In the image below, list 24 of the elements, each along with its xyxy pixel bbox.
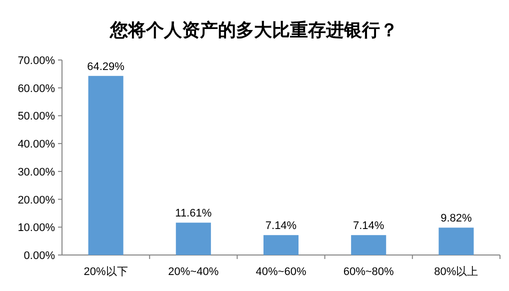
y-tick-label: 20.00% [18,194,56,206]
chart-title: 您将个人资产的多大比重存进银行？ [109,20,398,40]
bar [438,228,474,255]
y-tick-label: 70.00% [18,55,56,67]
data-label: 9.82% [440,212,472,225]
data-label: 11.61% [175,208,212,220]
y-tick-label: 50.00% [18,110,56,123]
x-tick-label: 20%以下 [84,265,128,278]
data-label: 7.14% [353,220,384,232]
y-tick-label: 60.00% [18,82,56,95]
y-tick-label: 0.00% [24,250,56,262]
bar [263,235,299,255]
data-label: 64.29% [87,60,125,73]
bar [351,235,386,255]
data-label: 7.14% [265,220,297,232]
y-tick-label: 30.00% [18,166,56,178]
bar [88,76,124,255]
x-tick-label: 80%以上 [434,265,478,278]
x-tick-label: 40%~60% [256,266,306,278]
x-tick-label: 60%~80% [343,266,394,278]
y-tick-label: 10.00% [18,222,56,234]
y-tick-label: 40.00% [18,138,56,151]
bar [176,222,211,255]
x-tick-label: 20%~40% [168,266,219,278]
